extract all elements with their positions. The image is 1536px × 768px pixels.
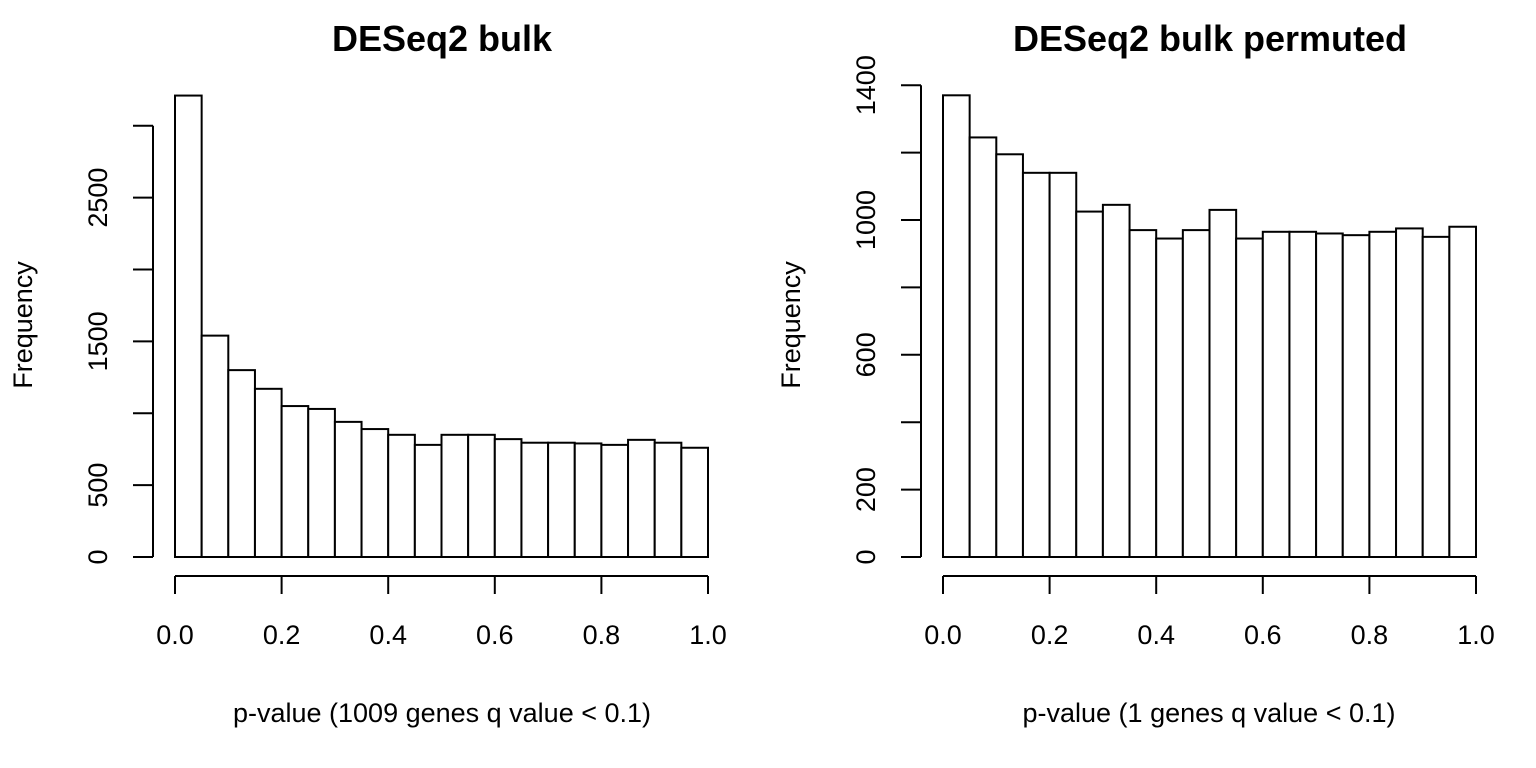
x-tick-label: 0.2: [1031, 620, 1069, 650]
histogram-bar: [627, 438, 656, 558]
x-axis: 0.0 0.2 0.4 0.6 0.8 1.0: [924, 575, 1495, 650]
histogram-bar: [1341, 234, 1371, 558]
histogram-bar: [1235, 237, 1264, 558]
histogram-panel-right: DESeq2 bulk permuted p-value (1 genes q …: [776, 18, 1495, 728]
x-axis: 0.0 0.2 0.4 0.6 0.8 1.0: [156, 575, 727, 650]
histogram-bar: [227, 369, 256, 558]
histogram-bar: [968, 136, 998, 558]
y-tick-label: 0: [83, 549, 113, 564]
x-tick-label: 1.0: [689, 620, 727, 650]
histogram-bar: [942, 94, 971, 558]
histogram-bar: [493, 438, 523, 558]
histogram-bar: [200, 334, 230, 558]
y-tick-label: 600: [851, 332, 881, 377]
histogram-bar: [413, 443, 443, 558]
y-tick-label: 1400: [851, 55, 881, 115]
histogram-bar: [1315, 232, 1344, 558]
x-tick-label: 0.2: [263, 620, 301, 650]
x-tick-label: 0.6: [476, 620, 514, 650]
histogram-bar: [1448, 225, 1477, 559]
y-tick-label: 1000: [851, 190, 881, 250]
bars: [942, 94, 1477, 559]
x-axis-label: p-value (1009 genes q value < 0.1): [233, 698, 651, 728]
histogram-panel-left: DESeq2 bulk p-value (1009 genes q value …: [8, 18, 727, 728]
histogram-bar: [995, 153, 1024, 558]
y-axis: 0 500 1500 2500: [83, 124, 154, 565]
histogram-bar: [653, 441, 683, 558]
x-tick-label: 0.8: [583, 620, 621, 650]
histogram-bar: [1101, 203, 1131, 559]
y-axis: 0 200 600 1000 1400: [851, 55, 922, 565]
histogram-bar: [1128, 229, 1158, 559]
histogram-bar: [1075, 210, 1104, 558]
histogram-bar: [467, 433, 496, 558]
histogram-bar: [1181, 229, 1211, 559]
histogram-bar: [1048, 171, 1078, 558]
x-tick-label: 0.0: [156, 620, 194, 650]
x-axis-label: p-value (1 genes q value < 0.1): [1023, 698, 1396, 728]
histogram-bar: [174, 94, 203, 558]
histogram-bar: [1155, 237, 1184, 558]
histogram-bar: [307, 407, 336, 558]
y-tick-label: 200: [851, 467, 881, 512]
y-tick-label: 0: [851, 549, 881, 564]
histogram-bar: [253, 387, 283, 558]
histogram-bar: [680, 446, 709, 558]
x-tick-label: 0.4: [1137, 620, 1175, 650]
histogram-bar: [573, 442, 603, 558]
histogram-bar: [1395, 227, 1424, 559]
x-tick-label: 0.8: [1351, 620, 1389, 650]
histogram-bar: [360, 428, 390, 558]
y-tick-label: 2500: [83, 168, 113, 228]
histogram-bar: [600, 443, 630, 558]
histogram-bar: [520, 441, 550, 558]
y-axis-label: Frequency: [776, 261, 806, 389]
chart-title: DESeq2 bulk: [332, 18, 553, 59]
y-tick-label: 1500: [83, 311, 113, 371]
histogram-bar: [440, 433, 470, 558]
x-tick-label: 1.0: [1457, 620, 1495, 650]
histogram-bar: [1288, 230, 1318, 558]
histogram-bar: [280, 405, 310, 558]
histogram-bar: [387, 433, 416, 558]
y-tick-label: 500: [83, 463, 113, 508]
x-tick-label: 0.4: [369, 620, 407, 650]
x-tick-label: 0.0: [924, 620, 962, 650]
histogram-bar: [1261, 230, 1291, 558]
histogram-bar: [1208, 208, 1238, 558]
x-tick-label: 0.6: [1244, 620, 1282, 650]
histogram-bar: [1368, 230, 1398, 558]
histogram-bar: [1421, 235, 1451, 558]
histogram-bar: [333, 420, 363, 558]
histogram-bar: [547, 441, 576, 558]
bars: [174, 94, 709, 558]
histogram-bar: [1021, 171, 1051, 558]
y-axis-label: Frequency: [8, 261, 38, 389]
chart-title: DESeq2 bulk permuted: [1013, 18, 1407, 59]
